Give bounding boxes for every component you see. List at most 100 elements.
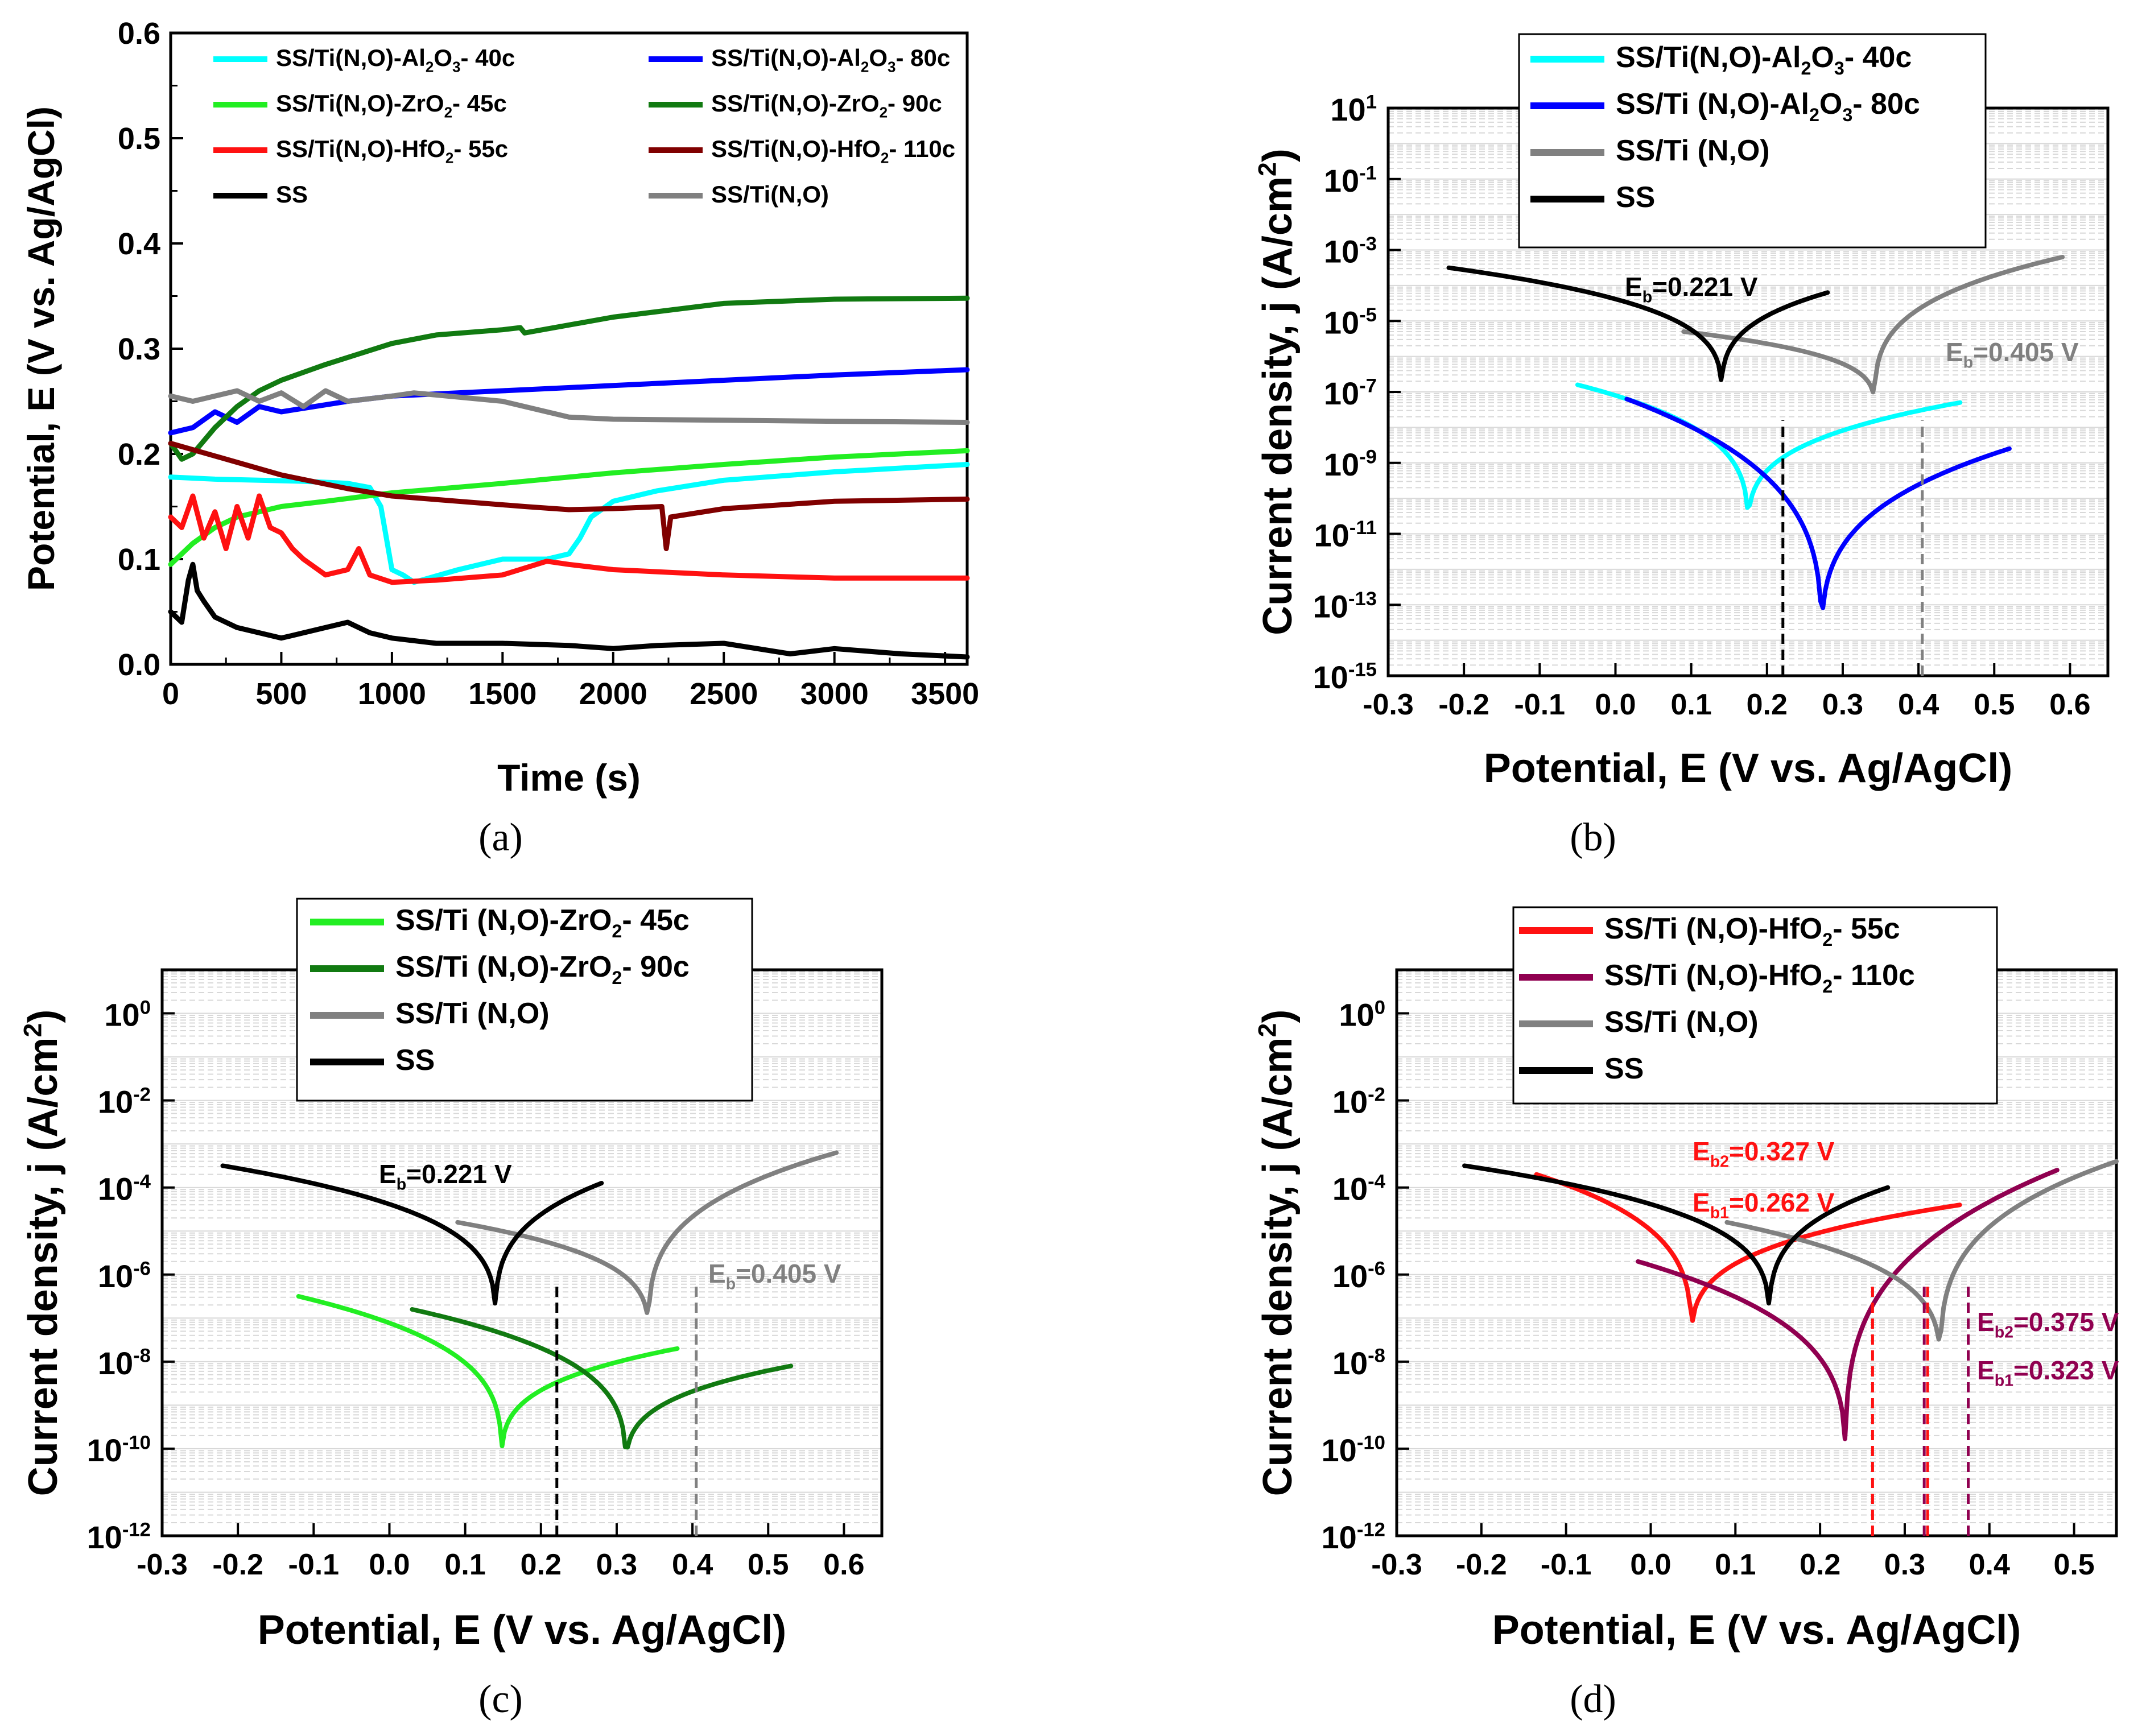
series-line-b-ss-ti-n-o-al2o3-80c <box>1624 396 2012 610</box>
legend-label-a-6: SS <box>276 181 308 208</box>
xlabel-c: Potential, E (V vs. Ag/AgCl) <box>258 1607 786 1653</box>
ytick-label-d-4: 10-8 <box>1332 1345 1385 1381</box>
legend-label-d-0: SS/Ti (N,O)-HfO2- 55c <box>1604 912 1900 950</box>
xtick-label-d-1: -0.2 <box>1456 1548 1507 1581</box>
legend-label-b-1: SS/Ti (N,O)-Al2O3- 80c <box>1616 88 1920 125</box>
legend-box-d <box>1512 906 1998 1105</box>
ylabel-b: Current density, j (A/cm2) <box>1254 148 1301 635</box>
legend-label-d-2: SS/Ti (N,O) <box>1604 1006 1759 1039</box>
xtick-label-a-6: 3000 <box>800 677 869 711</box>
legend-label-a-5: SS/Ti(N,O)-HfO2- 110c <box>711 135 955 167</box>
ytick-label-b-7: 10-13 <box>1313 588 1377 624</box>
legend-label-d-3: SS <box>1604 1052 1644 1085</box>
xtick-label-d-0: -0.3 <box>1371 1548 1422 1581</box>
panel-label-3: (d) <box>1570 1677 1616 1721</box>
legend-label-a-7: SS/Ti(N,O) <box>711 181 829 208</box>
xtick-label-a-2: 1000 <box>358 677 426 711</box>
xtick-label-d-6: 0.3 <box>1884 1548 1925 1581</box>
xtick-label-d-8: 0.5 <box>2053 1548 2094 1581</box>
series-line-a-ss-ti-n-o-zro2-45c <box>168 448 970 567</box>
panel-label-2: (c) <box>478 1677 523 1721</box>
xtick-label-a-1: 500 <box>255 677 307 711</box>
series-line-a-ss-ti-n-o <box>168 388 970 425</box>
xtick-label-b-1: -0.2 <box>1438 688 1489 721</box>
annotation-b-0: Eb=0.221 V <box>1625 272 1758 307</box>
xlabel-a: Time (s) <box>497 757 641 799</box>
xtick-label-a-7: 3500 <box>911 677 979 711</box>
legend-label-c-1: SS/Ti (N,O)-ZrO2- 90c <box>395 950 690 988</box>
legend-box-c <box>296 898 753 1102</box>
annotation-d-3: Eb1=0.323 V <box>1977 1355 2119 1390</box>
series-line-b-ss <box>1446 265 1830 382</box>
legend-label-a-3: SS/Ti(N,O)-ZrO2- 90c <box>711 90 942 121</box>
xtick-label-c-0: -0.3 <box>137 1548 188 1581</box>
ytick-label-a-3: 0.3 <box>118 332 160 366</box>
ylabel-c: Current density, j (A/cm2) <box>19 1010 66 1497</box>
ytick-label-a-2: 0.2 <box>118 437 160 472</box>
xtick-label-b-3: 0.0 <box>1595 688 1636 721</box>
xtick-label-c-3: 0.0 <box>369 1548 410 1581</box>
xtick-label-a-3: 1500 <box>468 677 536 711</box>
xtick-label-c-5: 0.2 <box>521 1548 562 1581</box>
xtick-label-c-2: -0.1 <box>288 1548 340 1581</box>
xtick-label-c-9: 0.6 <box>823 1548 864 1581</box>
xtick-label-b-5: 0.2 <box>1747 688 1788 721</box>
xtick-label-d-5: 0.2 <box>1800 1548 1840 1581</box>
legend-label-c-3: SS <box>395 1044 435 1077</box>
legend-label-c-0: SS/Ti (N,O)-ZrO2- 45c <box>395 904 690 941</box>
series-line-b-ss-ti-n-o <box>1681 255 2065 395</box>
ytick-label-b-0: 101 <box>1330 92 1377 127</box>
legend-label-b-2: SS/Ti (N,O) <box>1616 134 1770 167</box>
legend-label-b-3: SS <box>1616 181 1655 214</box>
legend-label-d-1: SS/Ti (N,O)-HfO2- 110c <box>1604 959 1915 997</box>
ytick-label-c-0: 100 <box>104 997 151 1032</box>
plot-frame-a <box>169 31 969 666</box>
ytick-label-d-6: 10-12 <box>1322 1519 1385 1555</box>
ytick-label-b-2: 10-3 <box>1324 233 1377 269</box>
ytick-label-c-5: 10-10 <box>87 1432 151 1468</box>
series-line-c-ss <box>220 1163 604 1306</box>
panel-label-1: (b) <box>1570 816 1616 859</box>
legend-label-c-2: SS/Ti (N,O) <box>395 997 550 1030</box>
legend-box-b <box>1518 33 1987 249</box>
series-line-a-ss-ti-n-o-hfo2-110c <box>168 441 970 551</box>
ytick-label-b-3: 10-5 <box>1324 304 1377 340</box>
chart-c: -0.3 -0.2 -0.1 0.0 0.1 0.2 0.3 0.4 0.5 0.6 100 10-2… <box>19 898 884 1653</box>
annotation-d-0: Eb2=0.327 V <box>1693 1136 1835 1171</box>
annotation-d-1: Eb1=0.262 V <box>1693 1188 1835 1222</box>
ytick-label-b-8: 10-15 <box>1313 659 1377 695</box>
ytick-label-d-1: 10-2 <box>1332 1084 1385 1119</box>
xtick-label-b-2: -0.1 <box>1514 688 1566 721</box>
annotation-d-2: Eb2=0.375 V <box>1977 1307 2119 1342</box>
series-line-d-ss-ti-n-o-hfo2-55c <box>1534 1172 1962 1323</box>
ytick-label-a-4: 0.4 <box>118 227 160 261</box>
xtick-label-b-6: 0.3 <box>1822 688 1863 721</box>
ytick-label-c-1: 10-2 <box>98 1084 151 1119</box>
legend-label-b-0: SS/Ti(N,O)-Al2O3- 40c <box>1616 41 1912 78</box>
xtick-label-b-8: 0.5 <box>1974 688 2015 721</box>
ytick-label-a-1: 0.1 <box>118 543 160 577</box>
chart-b: -0.3 -0.2 -0.1 0.0 0.1 0.2 0.3 0.4 0.5 0.6 101 10-1… <box>1254 33 2110 791</box>
annotation-b-1: Eb=0.405 V <box>1946 337 2079 372</box>
ytick-label-c-4: 10-8 <box>98 1345 151 1381</box>
xtick-label-c-6: 0.3 <box>596 1548 637 1581</box>
ytick-label-d-5: 10-10 <box>1322 1432 1385 1468</box>
xlabel-b: Potential, E (V vs. Ag/AgCl) <box>1484 746 2012 791</box>
ytick-label-a-0: 0.0 <box>118 648 160 682</box>
xtick-label-a-0: 0 <box>162 677 179 711</box>
ytick-label-d-3: 10-6 <box>1332 1258 1385 1293</box>
ytick-label-c-2: 10-4 <box>98 1171 151 1206</box>
chart-d: -0.3 -0.2 -0.1 0.0 0.1 0.2 0.3 0.4 0.5 100 10-2 10-… <box>1254 906 2119 1653</box>
xtick-label-d-2: -0.1 <box>1541 1548 1592 1581</box>
ytick-label-b-1: 10-1 <box>1324 162 1377 198</box>
ytick-label-b-6: 10-11 <box>1314 517 1377 553</box>
xlabel-d: Potential, E (V vs. Ag/AgCl) <box>1492 1607 2021 1653</box>
xtick-label-a-4: 2000 <box>579 677 647 711</box>
ytick-label-b-4: 10-7 <box>1324 375 1377 411</box>
ytick-label-d-0: 100 <box>1339 997 1385 1032</box>
legend-label-a-2: SS/Ti(N,O)-ZrO2- 45c <box>276 90 507 121</box>
ylabel-a: Potential, E (V vs. Ag/AgCl) <box>20 106 62 591</box>
ytick-label-c-6: 10-12 <box>87 1519 151 1555</box>
xtick-label-d-3: 0.0 <box>1630 1548 1671 1581</box>
